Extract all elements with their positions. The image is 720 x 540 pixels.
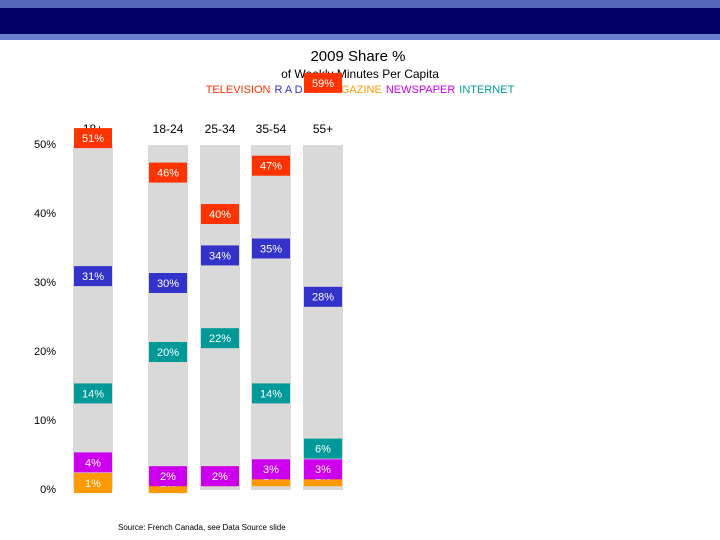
header-band xyxy=(0,8,720,34)
legend-entry: TELEVISION xyxy=(206,84,271,96)
data-label: 3% xyxy=(315,464,331,476)
column-background xyxy=(73,145,113,490)
value-box xyxy=(74,266,112,287)
value-box xyxy=(252,459,290,480)
value-box xyxy=(201,204,239,224)
data-label: 47% xyxy=(260,161,282,173)
column-background xyxy=(148,145,188,490)
column-background xyxy=(303,145,343,490)
value-box xyxy=(201,328,239,349)
data-label: 28% xyxy=(312,292,334,304)
value-box xyxy=(304,286,342,307)
data-label: 3% xyxy=(263,464,279,476)
data-label: 1% xyxy=(85,478,101,490)
value-box xyxy=(149,466,187,487)
value-box xyxy=(252,383,290,404)
data-label: 59% xyxy=(312,78,334,90)
data-label: 20% xyxy=(157,347,179,359)
y-tick-label: 0% xyxy=(40,484,56,496)
data-label: 22% xyxy=(209,333,231,345)
value-box xyxy=(201,466,239,487)
value-box xyxy=(74,383,112,404)
y-tick-label: 10% xyxy=(34,415,56,427)
data-label: 2% xyxy=(212,471,228,483)
legend-entry: INTERNET xyxy=(459,84,514,96)
y-tick-label: 50% xyxy=(34,139,56,151)
header-stripe xyxy=(0,0,720,8)
source-note: Source: French Canada, see Data Source s… xyxy=(118,523,286,532)
y-tick-label: 20% xyxy=(34,346,56,358)
value-box xyxy=(201,245,239,266)
value-box xyxy=(304,459,342,480)
data-label: 40% xyxy=(209,209,231,221)
x-tick-label: 35-54 xyxy=(256,122,287,136)
value-box xyxy=(304,72,342,93)
value-box xyxy=(74,452,112,473)
column-background xyxy=(251,145,291,490)
data-label: 31% xyxy=(82,271,104,283)
x-tick-label: 25-34 xyxy=(205,122,236,136)
header-stripe xyxy=(0,34,720,40)
data-label: 51% xyxy=(82,133,104,145)
data-label: 30% xyxy=(157,278,179,290)
value-box xyxy=(149,162,187,183)
data-label: 46% xyxy=(157,168,179,180)
data-label: 35% xyxy=(260,243,282,255)
value-box xyxy=(74,473,112,494)
chart-title: 2009 Share % xyxy=(310,48,405,65)
y-tick-label: 40% xyxy=(34,208,56,220)
data-label: 14% xyxy=(82,388,104,400)
data-label: 2% xyxy=(160,471,176,483)
data-label: 34% xyxy=(209,250,231,262)
y-tick-label: 30% xyxy=(34,277,56,289)
value-box xyxy=(149,342,187,362)
value-box xyxy=(74,128,112,149)
x-tick-label: 18-24 xyxy=(153,122,184,136)
value-box xyxy=(252,155,290,176)
data-label: 14% xyxy=(260,388,282,400)
x-tick-label: 55+ xyxy=(313,122,333,136)
value-box xyxy=(252,238,290,259)
value-box xyxy=(304,438,342,459)
value-box xyxy=(149,273,187,293)
legend: TELEVISION R A D I O MAGAZINE NEWSPAPER INTE… xyxy=(206,84,515,96)
legend-entry: NEWSPAPER xyxy=(386,84,456,96)
data-label: 4% xyxy=(85,457,101,469)
column-background xyxy=(200,145,240,490)
data-label: 6% xyxy=(315,444,331,456)
